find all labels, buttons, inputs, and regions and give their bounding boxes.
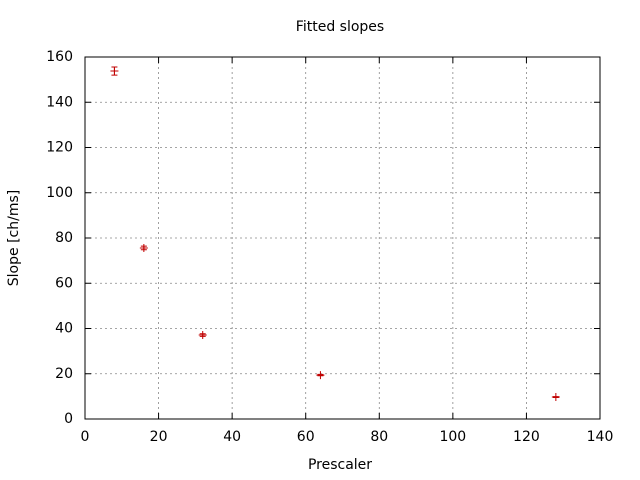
point — [139, 243, 148, 252]
y-axis-label: Slope [ch/ms] — [6, 190, 22, 286]
point — [110, 67, 119, 76]
x-tick-label: 40 — [223, 429, 241, 445]
y-tick-label: 80 — [55, 230, 73, 246]
y-tick-label: 140 — [46, 94, 73, 110]
x-tick-label: 0 — [81, 429, 90, 445]
point — [198, 331, 207, 340]
x-tick-label: 60 — [297, 429, 315, 445]
y-tick-label: 0 — [64, 411, 73, 427]
y-tick-label: 40 — [55, 321, 73, 337]
x-axis-label: Prescaler — [308, 457, 372, 473]
x-tick-label: 80 — [370, 429, 388, 445]
y-tick-label: 60 — [55, 275, 73, 291]
x-tick-label: 20 — [150, 429, 168, 445]
chart-title: Fitted slopes — [296, 19, 384, 35]
y-tick-label: 100 — [46, 185, 73, 201]
y-tick-label: 160 — [46, 49, 73, 65]
y-tick-label: 20 — [55, 366, 73, 382]
x-tick-label: 100 — [439, 429, 466, 445]
x-tick-label: 120 — [513, 429, 540, 445]
plot-border — [84, 56, 601, 420]
point — [316, 371, 325, 380]
x-tick-label: 140 — [587, 429, 614, 445]
point — [551, 393, 560, 402]
y-tick-label: 120 — [46, 140, 73, 156]
